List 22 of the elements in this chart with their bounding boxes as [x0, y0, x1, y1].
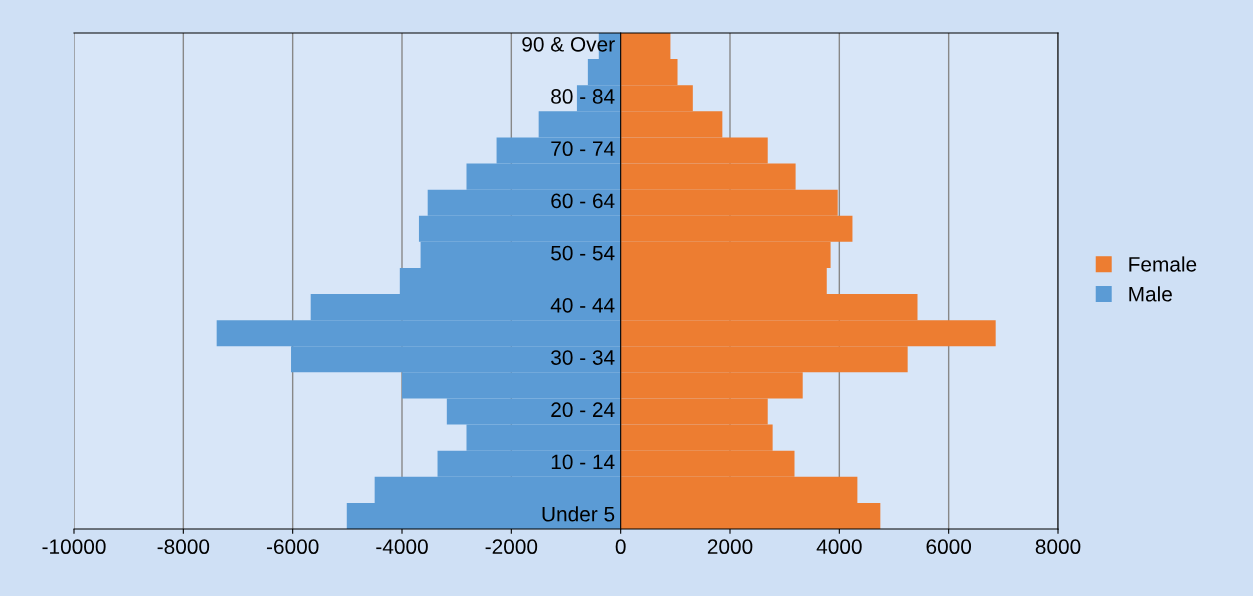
x-tick-label: -8000 — [157, 539, 210, 555]
y-tick-label: 40 - 44 — [550, 297, 615, 313]
y-tick-label: 80 - 84 — [551, 89, 615, 104]
x-tick-label: 6000 — [926, 539, 972, 555]
x-tick-label: -6000 — [266, 539, 319, 555]
y-tick-label: Under 5 — [542, 506, 615, 522]
x-tick-label: -4000 — [376, 539, 428, 555]
y-tick-label: 70 - 74 — [551, 141, 615, 157]
y-tick-label: 90 & Over — [522, 36, 615, 52]
y-tick-label: 50 - 54 — [551, 245, 615, 261]
y-tick-label: 30 - 34 — [551, 350, 615, 365]
y-tick-label: 10 - 14 — [551, 454, 615, 470]
x-tick-label: -2000 — [485, 539, 538, 555]
x-tick-label: 0 — [615, 539, 626, 555]
legend-label: Male — [1129, 286, 1172, 302]
x-tick-label: -10000 — [42, 539, 106, 555]
legend-label: Female — [1129, 256, 1197, 272]
x-tick-label: 4000 — [816, 539, 862, 555]
y-tick-label: 20 - 24 — [551, 402, 615, 418]
y-tick-label: 60 - 64 — [551, 193, 615, 209]
x-tick-label: 2000 — [707, 539, 753, 555]
x-tick-label: 8000 — [1035, 539, 1081, 555]
